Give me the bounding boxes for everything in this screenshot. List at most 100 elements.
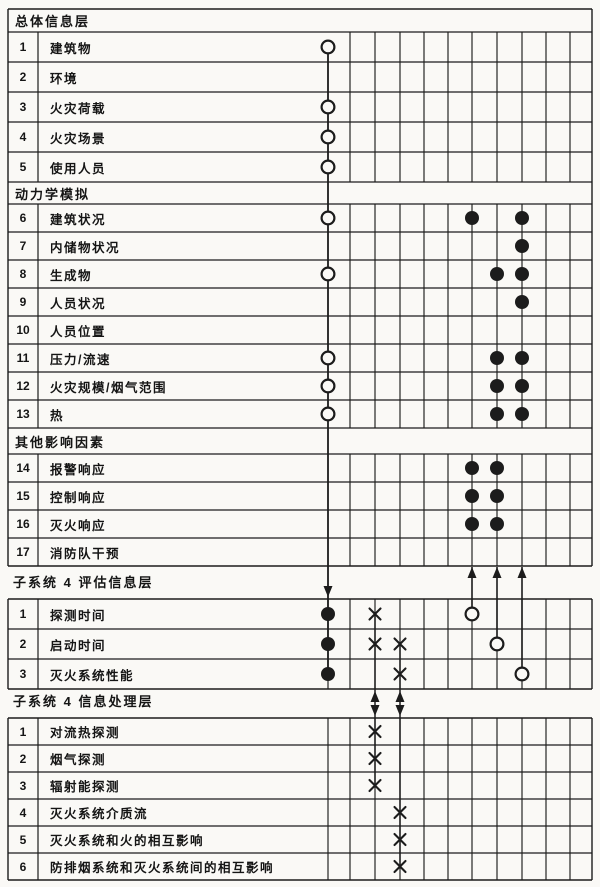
row-label: 报警响应 [50, 462, 107, 477]
row-number: 2 [19, 637, 27, 651]
row-number: 1 [19, 607, 27, 621]
arrow-up-icon [395, 691, 405, 702]
row-label: 防排烟系统和灭火系统间的相互影响 [50, 861, 275, 875]
table-title: 子系统 4 评估信息层 [13, 574, 154, 590]
arrow-down-icon [370, 705, 380, 716]
section-band-label: 总体信息层 [15, 14, 91, 29]
row-label: 生成物 [50, 268, 93, 283]
row-number: 7 [19, 239, 27, 253]
row-label: 人员状况 [50, 296, 107, 311]
row-label: 环境 [50, 71, 79, 86]
open-circle-marker [320, 210, 336, 226]
filled-circle-marker [465, 489, 479, 503]
row-label: 使用人员 [50, 161, 107, 176]
row-number: 2 [19, 70, 27, 84]
open-circle-marker [320, 129, 336, 145]
open-circle-marker [320, 350, 336, 366]
open-circle-marker [320, 266, 336, 282]
filled-circle-marker [515, 267, 529, 281]
row-label: 压力/流速 [50, 352, 111, 367]
row-label: 探测时间 [50, 608, 107, 623]
filled-circle-marker [515, 351, 529, 365]
x-marker [368, 607, 382, 621]
row-number: 5 [19, 832, 27, 847]
row-label: 建筑物 [50, 41, 93, 56]
row-label: 启动时间 [50, 638, 107, 653]
row-number: 5 [19, 160, 27, 174]
filled-circle-marker [490, 351, 504, 365]
table-title: 子系统 4 信息处理层 [13, 693, 154, 709]
row-label: 内储物状况 [50, 240, 121, 255]
filled-circle-marker [490, 407, 504, 421]
row-label: 灭火系统性能 [50, 668, 135, 683]
open-circle-marker [320, 378, 336, 394]
section-band-label: 动力学模拟 [15, 186, 91, 202]
filled-circle-marker [515, 295, 529, 309]
filled-circle-marker [490, 489, 504, 503]
arrow-up-icon [467, 567, 477, 578]
filled-circle-marker [515, 211, 529, 225]
row-label: 热 [50, 408, 65, 423]
row-number: 3 [19, 778, 27, 793]
filled-circle-marker [465, 517, 479, 531]
open-circle-marker [514, 666, 530, 682]
row-number: 8 [19, 267, 27, 281]
row-number: 1 [19, 724, 27, 739]
row-number: 6 [19, 211, 27, 225]
open-circle-marker [320, 99, 336, 115]
row-number: 16 [16, 517, 30, 531]
filled-circle-marker [321, 637, 335, 651]
x-marker [393, 667, 407, 681]
row-number: 9 [19, 295, 27, 309]
x-marker [393, 832, 407, 847]
row-label: 灭火系统介质流 [50, 807, 149, 821]
filled-circle-marker [515, 379, 529, 393]
arrow-down-icon [323, 586, 333, 597]
x-marker [393, 859, 407, 874]
row-number: 3 [19, 667, 27, 681]
filled-circle-marker [490, 461, 504, 475]
row-label: 灭火系统和火的相互影响 [50, 834, 205, 848]
x-marker [368, 751, 382, 766]
filled-circle-marker [490, 517, 504, 531]
open-circle-marker [489, 636, 505, 652]
row-number: 10 [16, 323, 30, 337]
section-band-label: 其他影响因素 [15, 434, 106, 450]
arrowheads-layer [323, 567, 527, 716]
row-label: 辐射能探测 [50, 780, 121, 794]
filled-circle-marker [465, 461, 479, 475]
row-number: 14 [16, 461, 30, 475]
filled-circle-marker [321, 667, 335, 681]
row-label: 控制响应 [50, 490, 107, 505]
grid-layer [7, 8, 593, 881]
row-number: 2 [19, 751, 27, 766]
row-label: 人员位置 [50, 324, 107, 339]
arrow-up-icon [517, 567, 527, 578]
row-number: 13 [16, 407, 30, 421]
filled-circle-marker [490, 379, 504, 393]
row-number: 4 [19, 805, 27, 820]
markers-layer [320, 39, 530, 874]
x-marker [393, 637, 407, 651]
row-label: 建筑状况 [50, 212, 107, 227]
open-circle-marker [320, 39, 336, 55]
row-number: 17 [16, 545, 30, 559]
row-label: 火灾场景 [50, 131, 107, 146]
row-number: 4 [19, 130, 27, 144]
filled-circle-marker [490, 267, 504, 281]
filled-circle-marker [515, 239, 529, 253]
row-number: 3 [19, 100, 27, 114]
row-label: 对流热探测 [50, 726, 121, 740]
row-number: 6 [19, 859, 27, 874]
filled-circle-marker [465, 211, 479, 225]
row-label: 火灾规模/烟气范围 [50, 380, 167, 395]
open-circle-marker [320, 406, 336, 422]
row-label: 烟气探测 [50, 753, 107, 767]
row-number: 11 [16, 351, 30, 365]
arrow-up-icon [370, 691, 380, 702]
open-circle-marker [464, 606, 480, 622]
row-number: 15 [16, 489, 30, 503]
arrow-down-icon [395, 705, 405, 716]
filled-circle-marker [515, 407, 529, 421]
